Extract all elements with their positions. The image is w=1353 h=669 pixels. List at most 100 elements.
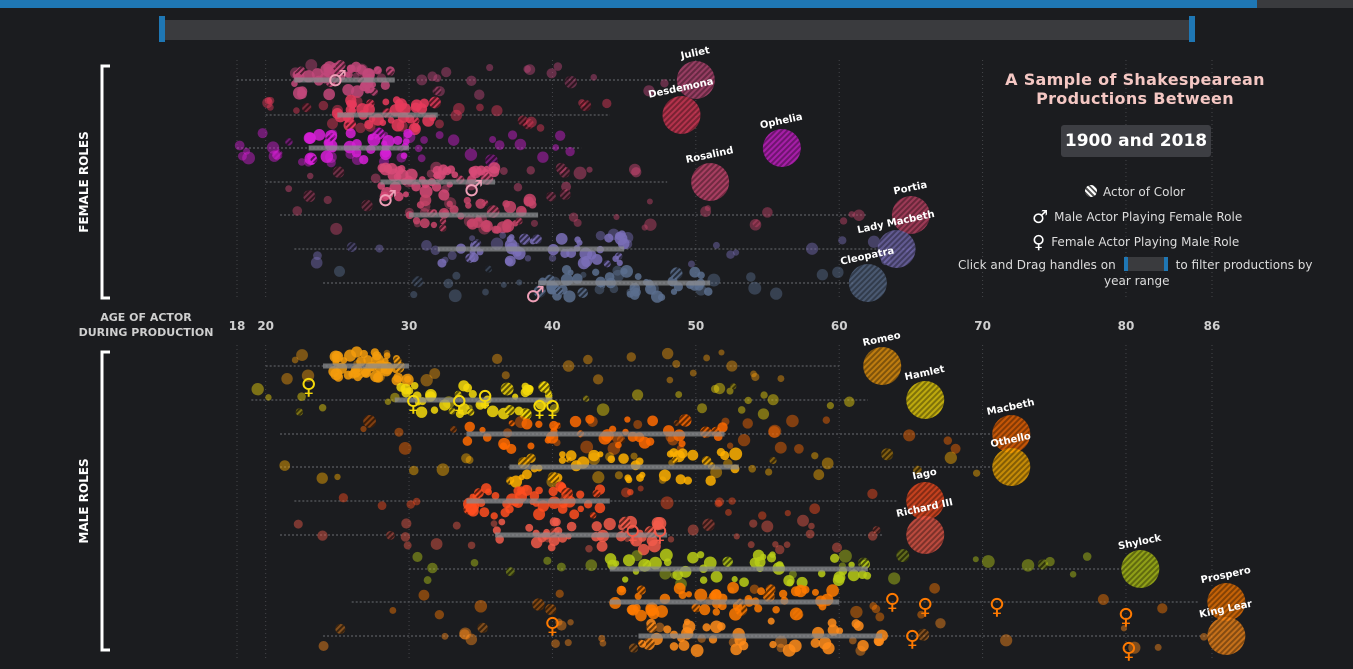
production-point <box>394 191 404 202</box>
production-point <box>710 570 723 583</box>
production-point <box>326 118 338 130</box>
role-bubble-hatch <box>662 96 701 134</box>
production-point <box>677 448 688 459</box>
role-iqr-bar <box>466 431 725 437</box>
actor-of-color-point <box>454 390 462 398</box>
role-bubble-hatch <box>848 264 887 302</box>
production-point <box>1157 603 1168 614</box>
production-point <box>447 251 457 261</box>
production-point <box>831 542 843 553</box>
female-actor-marker: ♀ <box>405 392 421 417</box>
female-actor-marker: ♀ <box>531 397 547 422</box>
actor-of-color-point <box>533 285 546 298</box>
production-point <box>403 128 413 139</box>
production-point <box>699 576 708 584</box>
production-point <box>291 356 299 364</box>
actor-of-color-point <box>521 410 532 420</box>
production-point <box>330 222 343 235</box>
production-point <box>338 493 349 503</box>
production-point <box>644 218 657 231</box>
production-point <box>367 133 381 147</box>
actor-of-color-point <box>896 549 910 562</box>
actor-of-color-point <box>872 526 881 534</box>
production-point <box>712 241 720 249</box>
role-bubble-hatch <box>1207 583 1246 621</box>
actor-of-color-point <box>555 287 563 295</box>
production-point <box>716 447 726 457</box>
production-point <box>797 514 809 527</box>
actor-of-color-point <box>642 638 655 651</box>
production-point <box>626 288 633 296</box>
production-point <box>769 640 777 649</box>
range-handle-end[interactable] <box>1189 16 1195 42</box>
production-point <box>848 561 855 569</box>
production-point <box>658 476 667 484</box>
production-point <box>509 475 523 488</box>
production-point <box>469 252 479 263</box>
production-point <box>410 291 418 299</box>
production-point <box>839 217 848 225</box>
production-point <box>317 530 328 541</box>
production-point <box>387 116 395 124</box>
production-point <box>320 150 334 163</box>
production-point <box>594 284 605 295</box>
production-point <box>468 508 476 516</box>
production-point <box>418 589 430 601</box>
production-point <box>591 254 603 265</box>
production-point <box>826 584 839 597</box>
production-point <box>264 96 272 105</box>
production-point <box>748 281 762 295</box>
production-point <box>449 205 459 215</box>
production-point <box>1069 571 1077 578</box>
year-range-slider[interactable] <box>162 20 1192 40</box>
production-point <box>266 103 274 111</box>
production-point <box>331 351 344 363</box>
production-point <box>643 85 655 97</box>
production-point <box>546 68 557 79</box>
production-point <box>481 220 491 229</box>
production-point <box>790 586 802 597</box>
role-label: Macbeth <box>986 397 1036 418</box>
production-point <box>359 155 369 165</box>
actor-of-color-point <box>335 59 346 71</box>
production-point <box>383 349 391 357</box>
production-point <box>573 218 582 227</box>
actor-of-color-point <box>386 531 395 540</box>
production-point <box>490 512 498 520</box>
production-point <box>762 207 773 218</box>
production-point <box>718 349 725 356</box>
production-point <box>523 65 531 73</box>
production-point <box>561 181 572 192</box>
actor-of-color-point <box>450 425 457 433</box>
production-point <box>583 354 593 365</box>
production-point <box>398 441 412 455</box>
production-point <box>683 476 693 485</box>
production-point <box>811 588 819 596</box>
chart-title-year-range: 1900 and 2018 <box>1061 125 1211 157</box>
production-point <box>782 643 796 657</box>
production-point <box>305 59 318 72</box>
production-point <box>528 200 537 209</box>
production-point <box>410 381 419 390</box>
production-point <box>382 98 390 106</box>
range-handle-start[interactable] <box>159 16 165 42</box>
production-point <box>715 497 724 507</box>
production-point <box>521 484 533 496</box>
production-point <box>234 140 245 151</box>
actor-of-color-point <box>302 102 312 113</box>
production-point <box>1000 634 1013 647</box>
production-point <box>647 415 658 427</box>
production-point <box>981 555 995 568</box>
male-actor-marker: ♂ <box>525 283 545 308</box>
production-point <box>622 554 635 567</box>
production-point <box>384 398 392 406</box>
actor-of-color-point <box>432 86 442 96</box>
production-point <box>805 529 815 539</box>
production-point <box>514 406 524 416</box>
female-actor-marker: ♀ <box>477 387 493 412</box>
actor-of-color-point <box>477 622 488 634</box>
production-point <box>462 436 473 446</box>
production-point <box>448 289 462 303</box>
production-point <box>403 541 412 550</box>
production-point <box>279 460 291 471</box>
